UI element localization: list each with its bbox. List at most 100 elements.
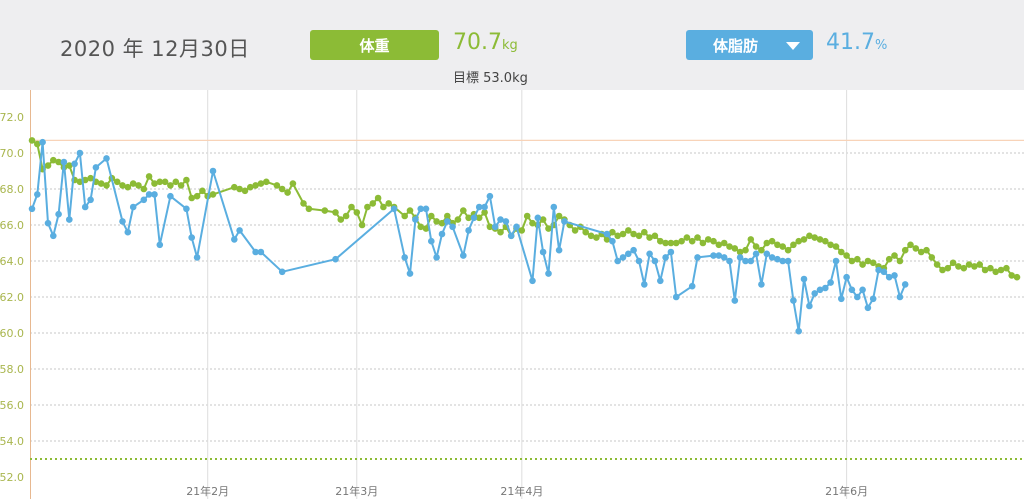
data-point <box>710 252 717 259</box>
reference-lines <box>30 139 1024 460</box>
data-point <box>507 232 515 240</box>
data-point <box>614 232 621 240</box>
data-point <box>657 237 664 245</box>
data-point <box>848 286 856 294</box>
data-point <box>1008 272 1015 279</box>
data-point <box>726 243 733 250</box>
data-point <box>28 205 36 213</box>
data-point <box>140 185 148 193</box>
data-point <box>603 230 611 238</box>
data-point <box>784 257 792 265</box>
data-point <box>630 246 637 254</box>
data-point <box>486 223 494 231</box>
data-point <box>731 245 739 252</box>
data-point <box>486 192 494 200</box>
data-point <box>800 236 808 243</box>
data-point <box>742 246 749 254</box>
data-point <box>332 209 339 216</box>
data-point <box>34 191 41 198</box>
data-point <box>752 243 760 250</box>
data-point <box>523 212 531 220</box>
data-point <box>838 248 845 256</box>
data-point <box>593 234 600 241</box>
weight-button-label: 体重 <box>359 36 390 55</box>
data-point <box>289 180 297 187</box>
data-point <box>768 254 776 261</box>
goal-weight: 目標 53.0kg <box>453 71 528 86</box>
x-tick-label: 21年2月 <box>186 484 229 498</box>
data-point <box>949 259 957 267</box>
data-point <box>571 227 579 234</box>
data-point <box>44 219 52 227</box>
data-point <box>353 209 361 216</box>
weight-unit: kg <box>501 38 518 53</box>
data-point <box>475 214 483 222</box>
data-point <box>694 234 701 241</box>
y-tick-label: 62.0 <box>0 291 24 304</box>
data-point <box>667 248 675 256</box>
data-point <box>726 257 733 265</box>
data-point <box>752 250 760 258</box>
y-tick-label: 56.0 <box>0 399 24 412</box>
data-point <box>790 241 797 249</box>
data-point <box>646 250 653 258</box>
data-point <box>145 191 153 198</box>
data-point <box>901 281 909 288</box>
data-point <box>417 205 425 213</box>
data-point <box>811 290 818 297</box>
data-point <box>955 263 962 270</box>
data-point <box>704 236 712 243</box>
data-point <box>534 214 542 222</box>
data-point <box>449 223 456 231</box>
data-point <box>688 237 696 245</box>
weight-number: 70.7 <box>453 30 502 55</box>
data-point <box>183 176 190 184</box>
body-fat-unit: % <box>874 38 888 53</box>
data-point <box>156 178 164 186</box>
data-point <box>422 225 430 232</box>
y-axis-ticks: 72.0 70.0 68.0 66.0 64.0 62.0 60.0 58.0 56.0 54.0… <box>0 111 24 484</box>
data-point <box>896 293 904 301</box>
chevron-down-icon <box>786 42 800 50</box>
data-point <box>172 178 180 186</box>
data-point <box>167 192 174 200</box>
data-point <box>923 246 930 254</box>
data-point <box>374 194 382 202</box>
data-point <box>619 230 627 238</box>
data-point <box>460 207 467 214</box>
data-point <box>561 218 568 225</box>
data-point <box>822 284 829 292</box>
data-point <box>497 216 504 223</box>
weight-value: 70.7kg <box>453 30 518 55</box>
data-point <box>843 252 850 259</box>
data-point <box>869 295 877 303</box>
data-point <box>816 286 824 294</box>
data-point <box>891 252 898 259</box>
body-fat-dropdown-button[interactable]: 体脂肪 <box>686 30 813 60</box>
data-point <box>183 205 190 213</box>
data-point <box>683 234 691 241</box>
data-point <box>278 268 286 276</box>
data-point <box>635 232 643 240</box>
data-point <box>763 250 771 258</box>
weight-tab-button[interactable]: 体重 <box>310 30 439 60</box>
data-point <box>236 227 243 234</box>
data-point <box>273 182 281 189</box>
data-point <box>481 203 488 211</box>
data-point <box>135 182 142 189</box>
data-point <box>736 254 744 261</box>
y-tick-label: 60.0 <box>0 327 24 340</box>
data-point <box>859 286 866 294</box>
data-point <box>614 257 621 265</box>
data-point <box>241 187 249 195</box>
data-point <box>838 295 845 303</box>
data-point <box>401 212 409 220</box>
data-point <box>933 261 941 268</box>
data-point <box>60 158 68 166</box>
data-point <box>715 252 723 259</box>
data-point <box>385 200 393 207</box>
data-point <box>433 218 440 225</box>
data-point <box>193 254 201 261</box>
data-point <box>55 210 62 218</box>
data-point <box>630 230 637 238</box>
